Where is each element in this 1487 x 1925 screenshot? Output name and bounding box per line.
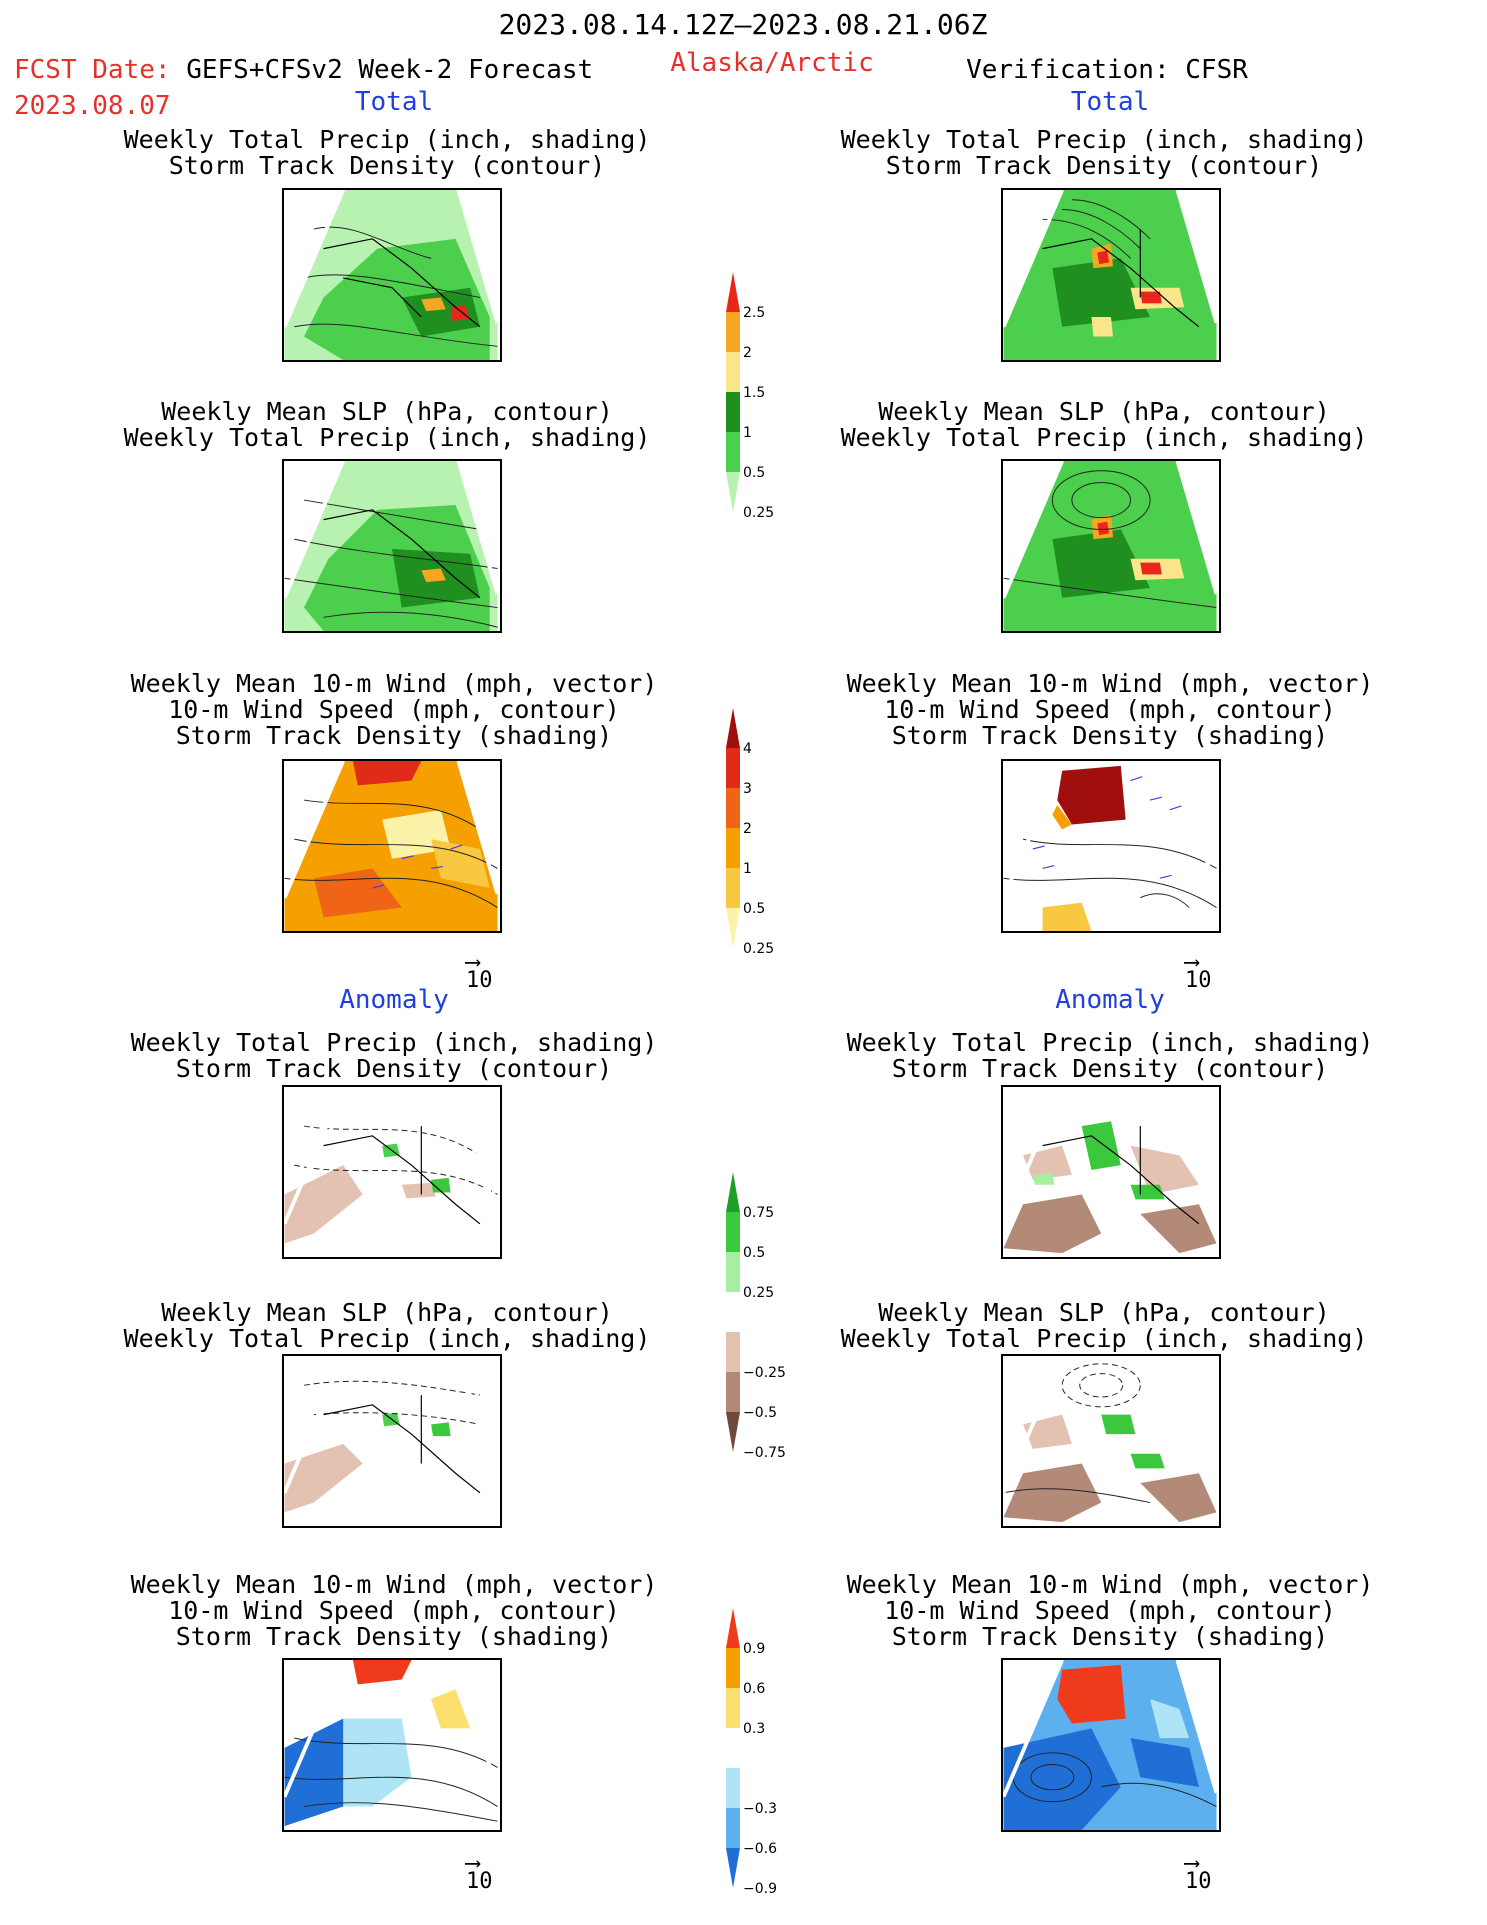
arrow-right-icon: ⟶ bbox=[1185, 1851, 1199, 1876]
colorbar-storm-total: 4 3 2 1 0.5 0.25 bbox=[724, 706, 784, 995]
colorbar-precip-total: 2.5 2 1.5 1 0.5 0.25 bbox=[724, 270, 784, 559]
colorbar-tick-label: 0.5 bbox=[743, 465, 765, 481]
colorbar-segment bbox=[726, 828, 740, 868]
colorbar-top-tip bbox=[726, 1172, 740, 1212]
colorbar-tick-label: 2 bbox=[743, 821, 752, 837]
colorbar-segment bbox=[726, 788, 740, 828]
colorbar-segment bbox=[726, 1808, 740, 1848]
title-fcst-anom-wind: Weekly Mean 10-m Wind (mph, vector) 10-m … bbox=[130, 1570, 658, 1651]
colorbar-tick-label: 4 bbox=[743, 741, 752, 757]
colorbar-segment bbox=[726, 868, 740, 908]
wind-ref-fcst-anom: ⟶ 10 bbox=[466, 1851, 493, 1894]
colorbar-tick-label: 0.9 bbox=[743, 1641, 765, 1657]
colorbar-tick-label: −0.9 bbox=[743, 1881, 777, 1897]
colorbar-tick-label: 0.25 bbox=[743, 505, 774, 521]
title-obs-anom-precip: Weekly Total Precip (inch, shading) Storm… bbox=[846, 1028, 1374, 1083]
title-fcst-total-wind: Weekly Mean 10-m Wind (mph, vector) 10-m … bbox=[130, 669, 658, 750]
colorbar-segment bbox=[726, 1728, 740, 1768]
fcst-info: FCST Date: GEFS+CFSv2 Week-2 Forecast bbox=[14, 55, 593, 85]
title-fcst-total-slp: Weekly Mean SLP (hPa, contour) Weekly Tot… bbox=[123, 397, 651, 452]
section-anomaly-right: Anomaly bbox=[1055, 985, 1165, 1015]
colorbar-tick-label: −0.5 bbox=[743, 1405, 777, 1421]
colorbar-segment bbox=[726, 392, 740, 432]
map-obs-total-slp bbox=[1001, 459, 1221, 633]
colorbar-tick-label: 2.5 bbox=[743, 305, 765, 321]
colorbar-tick-label: 0.75 bbox=[743, 1205, 774, 1221]
date-range-title: 2023.08.14.12Z–2023.08.21.06Z bbox=[498, 8, 988, 41]
wind-ref-obs-total: ⟶ 10 bbox=[1185, 950, 1212, 993]
colorbar-tick-label: −0.25 bbox=[743, 1365, 786, 1381]
title-fcst-anom-precip: Weekly Total Precip (inch, shading) Storm… bbox=[130, 1028, 658, 1083]
section-anomaly-left: Anomaly bbox=[339, 985, 449, 1015]
title-obs-total-precip: Weekly Total Precip (inch, shading) Storm… bbox=[840, 125, 1368, 180]
map-fcst-total-slp bbox=[282, 459, 502, 633]
colorbar-segment bbox=[726, 1372, 740, 1412]
colorbar-segment bbox=[726, 1768, 740, 1808]
colorbar-tick-label: 0.5 bbox=[743, 901, 765, 917]
colorbar-tick-label: 1 bbox=[743, 861, 752, 877]
colorbar-tick-label: 2 bbox=[743, 345, 752, 361]
colorbar-bottom-tip bbox=[726, 908, 740, 948]
colorbar-segment bbox=[726, 432, 740, 472]
colorbar-bottom-tip bbox=[726, 1848, 740, 1888]
map-obs-anom-precip bbox=[1001, 1085, 1221, 1259]
map-fcst-total-wind bbox=[282, 759, 502, 933]
colorbar-segment bbox=[726, 1212, 740, 1252]
arrow-right-icon: ⟶ bbox=[466, 950, 480, 975]
colorbar-segment bbox=[726, 1252, 740, 1292]
wind-ref-fcst-total: ⟶ 10 bbox=[466, 950, 493, 993]
map-fcst-anom-precip bbox=[282, 1085, 502, 1259]
verification-label: Verification: CFSR bbox=[966, 55, 1248, 85]
colorbar-tick-label: 3 bbox=[743, 781, 752, 797]
title-obs-anom-wind: Weekly Mean 10-m Wind (mph, vector) 10-m … bbox=[846, 1570, 1374, 1651]
colorbar-precip-anom: 0.75 0.5 0.25 −0.25 −0.5 −0.75 bbox=[724, 1170, 786, 1461]
map-obs-total-precip bbox=[1001, 188, 1221, 362]
colorbar-storm-anom: 0.9 0.6 0.3 −0.3 −0.6 −0.9 bbox=[724, 1606, 784, 1897]
colorbar-tick-label: −0.3 bbox=[743, 1801, 777, 1817]
colorbar-tick-label: 0.5 bbox=[743, 1245, 765, 1261]
fcst-label: FCST Date: bbox=[14, 55, 171, 85]
fcst-model: GEFS+CFSv2 Week-2 Forecast bbox=[186, 55, 594, 85]
colorbar-top-tip bbox=[726, 272, 740, 312]
title-obs-total-slp: Weekly Mean SLP (hPa, contour) Weekly Tot… bbox=[840, 397, 1368, 452]
colorbar-segment bbox=[726, 1688, 740, 1728]
title-obs-total-wind: Weekly Mean 10-m Wind (mph, vector) 10-m … bbox=[846, 669, 1374, 750]
map-fcst-total-precip bbox=[282, 188, 502, 362]
colorbar-segment bbox=[726, 1332, 740, 1372]
wind-ref-obs-anom: ⟶ 10 bbox=[1185, 1851, 1212, 1894]
section-total-right: Total bbox=[1070, 87, 1150, 117]
colorbar-segment bbox=[726, 748, 740, 788]
arrow-right-icon: ⟶ bbox=[466, 1851, 480, 1876]
map-obs-anom-wind bbox=[1001, 1658, 1221, 1832]
arrow-right-icon: ⟶ bbox=[1185, 950, 1199, 975]
colorbar-tick-label: 0.3 bbox=[743, 1721, 765, 1737]
region-label: Alaska/Arctic bbox=[670, 48, 874, 78]
colorbar-tick-label: 0.6 bbox=[743, 1681, 765, 1697]
colorbar-tick-label: 1.5 bbox=[743, 385, 765, 401]
colorbar-bottom-tip bbox=[726, 472, 740, 512]
colorbar-top-tip bbox=[726, 1608, 740, 1648]
colorbar-tick-label: 0.25 bbox=[743, 1285, 774, 1301]
colorbar-segment bbox=[726, 1648, 740, 1688]
colorbar-segment bbox=[726, 1292, 740, 1332]
colorbar-segment bbox=[726, 352, 740, 392]
colorbar-tick-label: −0.75 bbox=[743, 1445, 786, 1461]
colorbar-tick-label: 0.25 bbox=[743, 941, 774, 957]
colorbar-bottom-tip bbox=[726, 1412, 740, 1452]
colorbar-segment bbox=[726, 312, 740, 352]
title-fcst-anom-slp: Weekly Mean SLP (hPa, contour) Weekly Tot… bbox=[123, 1298, 651, 1353]
map-fcst-anom-wind bbox=[282, 1658, 502, 1832]
map-obs-total-wind bbox=[1001, 759, 1221, 933]
colorbar-tick-label: 1 bbox=[743, 425, 752, 441]
title-obs-anom-slp: Weekly Mean SLP (hPa, contour) Weekly Tot… bbox=[840, 1298, 1368, 1353]
title-fcst-total-precip: Weekly Total Precip (inch, shading) Storm… bbox=[123, 125, 651, 180]
map-obs-anom-slp bbox=[1001, 1354, 1221, 1528]
colorbar-top-tip bbox=[726, 708, 740, 748]
fcst-date: 2023.08.07 bbox=[14, 91, 171, 121]
section-total-left: Total bbox=[354, 87, 434, 117]
colorbar-tick-label: −0.6 bbox=[743, 1841, 777, 1857]
map-fcst-anom-slp bbox=[282, 1354, 502, 1528]
